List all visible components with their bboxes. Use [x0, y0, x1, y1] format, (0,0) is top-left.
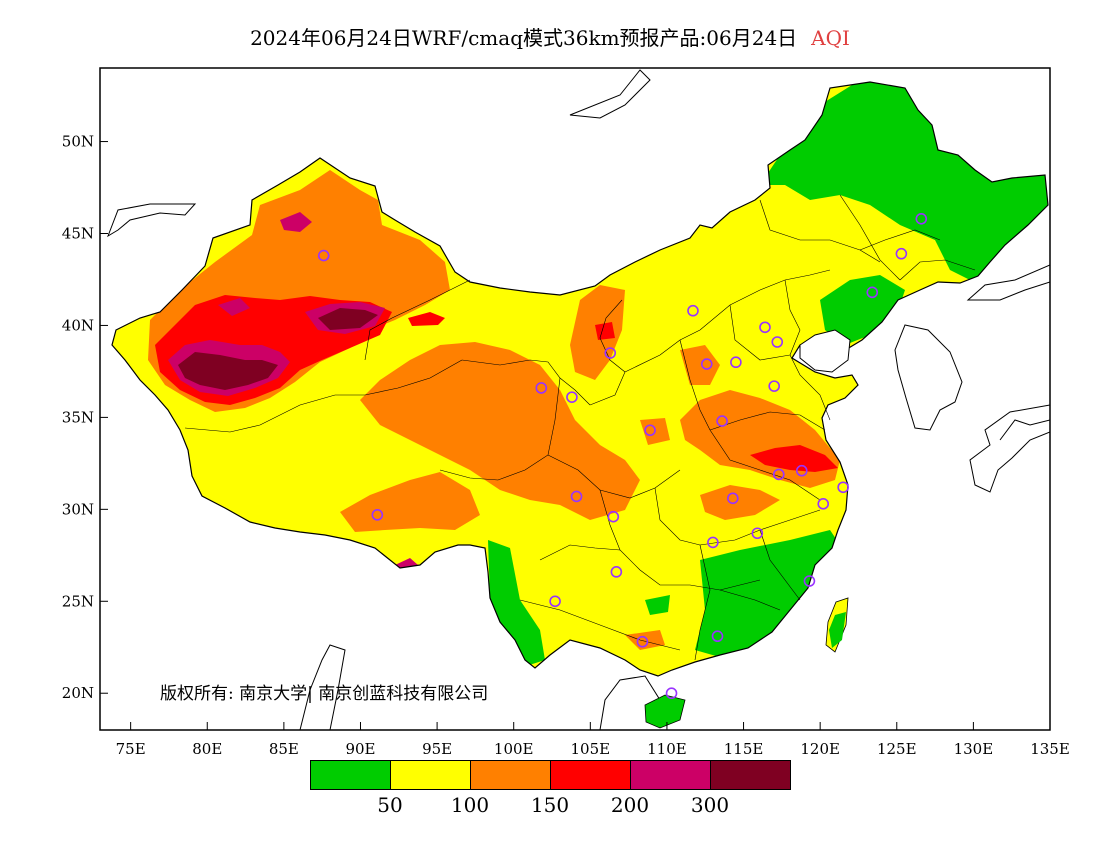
station-marker: [570, 490, 583, 503]
title-variable: AQI: [811, 26, 850, 50]
station-marker: [730, 356, 742, 369]
colorbar-label: 200: [610, 793, 650, 817]
x-tick-label: 85E: [269, 740, 299, 758]
y-tick-label: 40N: [62, 316, 94, 334]
station-marker: [687, 304, 699, 317]
station-marker: [795, 464, 808, 477]
station-marker: [604, 347, 617, 359]
province-borders: [184, 194, 976, 661]
taiwan-good-area: [829, 612, 846, 648]
x-tick-label: 110E: [647, 740, 687, 758]
station-marker: [817, 498, 830, 510]
station-marker: [771, 336, 784, 348]
station-marker: [716, 415, 728, 427]
station-marker: [915, 212, 928, 225]
x-axis-ticks: 75E 80E 85E 90E 95E 100E 105E 110E 115E 120E 125E 1…: [116, 722, 1070, 758]
station-marker: [700, 358, 713, 370]
colorbar-label: 150: [530, 793, 570, 817]
station-marker: [317, 249, 330, 262]
y-tick-label: 30N: [62, 500, 94, 518]
station-marker: [535, 382, 548, 394]
station-marker: [636, 635, 649, 648]
y-tick-label: 20N: [62, 684, 94, 702]
map-title: 2024年06月24日WRF/cmaq模式36km预报产品:06月24日 AQI: [0, 22, 1100, 51]
bohai-sea: [799, 329, 851, 373]
x-tick-label: 75E: [116, 740, 146, 758]
y-tick-label: 50N: [62, 133, 94, 151]
y-tick-label: 45N: [62, 225, 94, 243]
x-tick-label: 130E: [954, 740, 994, 758]
aqi-hazardous-areas: [178, 308, 378, 390]
x-tick-label: 115E: [724, 740, 764, 758]
station-marker: [768, 380, 780, 392]
station-marker: [607, 510, 620, 523]
station-marker: [566, 391, 578, 403]
title-main: 2024年06月24日WRF/cmaq模式36km预报产品:06月24日: [250, 26, 798, 50]
station-marker: [727, 492, 739, 505]
x-tick-label: 125E: [877, 740, 917, 758]
coastlines: [107, 69, 1050, 730]
station-marker: [549, 595, 561, 608]
y-tick-label: 25N: [62, 592, 94, 610]
station-marker: [772, 468, 785, 481]
colorbar-label: 100: [450, 793, 490, 817]
colorbar-cell: [390, 760, 471, 790]
y-tick-label: 35N: [62, 408, 94, 426]
copyright-text: 版权所有: 南京大学| 南京创蓝科技有限公司: [160, 684, 489, 704]
colorbar-cell: [310, 760, 391, 790]
hainan-region: [644, 694, 686, 729]
x-tick-label: 95E: [422, 740, 452, 758]
station-marker: [751, 527, 764, 540]
station-markers: [317, 212, 928, 700]
y-axis-ticks: 50N 45N 40N 35N 30N 25N 20N: [62, 133, 108, 702]
x-tick-label: 100E: [494, 740, 534, 758]
colorbar-label: 50: [377, 793, 403, 817]
x-tick-label: 105E: [571, 740, 611, 758]
station-marker: [665, 687, 678, 700]
station-marker: [803, 575, 816, 587]
x-tick-label: 80E: [192, 740, 222, 758]
station-marker: [837, 481, 849, 494]
x-tick-label: 90E: [345, 740, 375, 758]
station-marker: [895, 247, 908, 260]
station-marker: [371, 509, 384, 521]
x-tick-label: 135E: [1030, 740, 1070, 758]
colorbar-cell: [710, 760, 791, 790]
colorbar-label: 300: [690, 793, 730, 817]
colorbar-cell: [470, 760, 551, 790]
station-marker: [711, 630, 724, 643]
colorbar-cell: [550, 760, 631, 790]
station-marker: [644, 424, 656, 437]
station-marker: [610, 566, 623, 578]
station-marker: [866, 286, 879, 299]
x-tick-label: 120E: [800, 740, 840, 758]
aqi-good-areas: [488, 82, 1048, 668]
aqi-colorbar: [310, 760, 791, 791]
colorbar-cell: [630, 760, 711, 790]
station-marker: [707, 536, 719, 549]
station-marker: [759, 321, 771, 334]
